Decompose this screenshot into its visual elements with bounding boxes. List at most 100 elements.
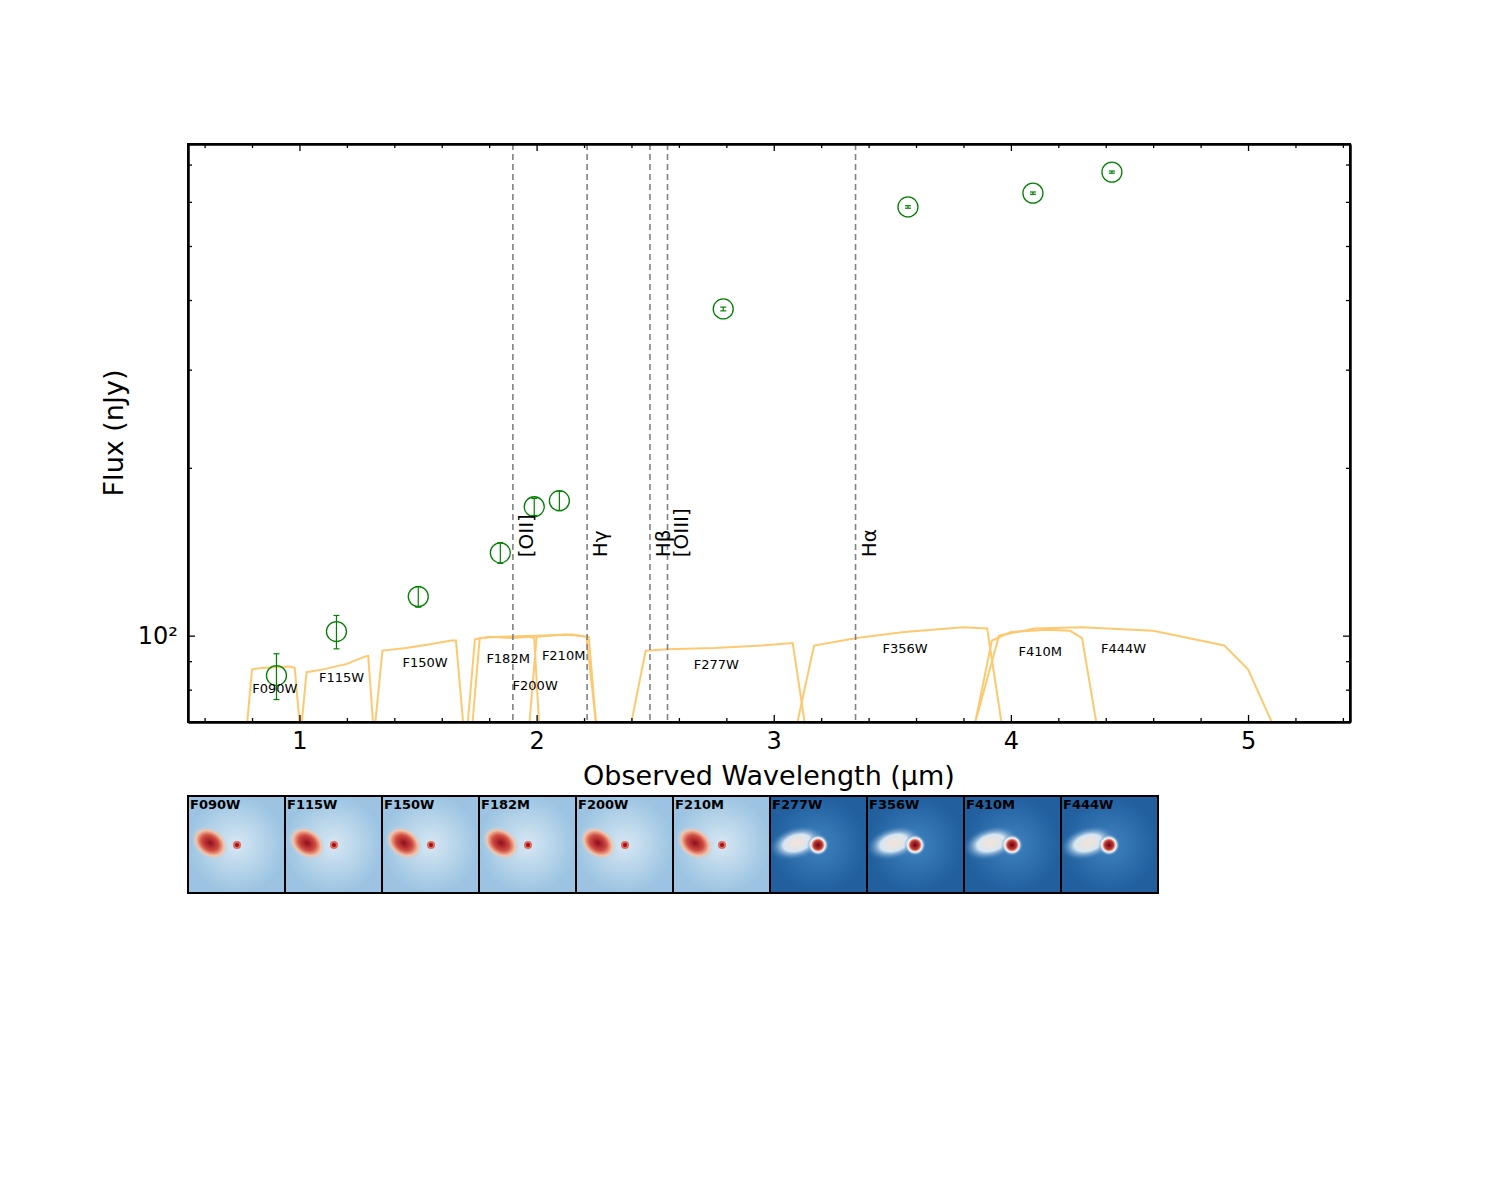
cutout-label: F200W [578,797,628,812]
cutout: F277W [766,796,867,893]
chart-root: F090W F115W F150W F182M F200W F210M F277W F356W… [0,0,1500,1200]
error-bar [336,615,337,648]
filter-label: F356W [883,641,928,656]
filter-label: F410M [1019,644,1063,659]
line-label: Hα [857,529,881,557]
error-bar [418,587,419,608]
extended-source [670,819,720,867]
tick-label: 2 [529,727,544,755]
filter-curve [797,627,1001,722]
tick-mark [536,715,537,722]
y-axis: 10² [138,145,195,723]
data-point-group [524,497,544,517]
data-point [713,299,733,319]
cutout-label: F182M [481,797,530,812]
error-cap [1030,194,1036,195]
data-point [898,197,918,217]
cutout: F210M [670,796,770,893]
extended-source [766,820,828,865]
compact-source-core [332,843,336,847]
extended-source [282,819,332,867]
plot-frame [188,144,1350,722]
error-cap [1109,173,1115,174]
tick-mark [1248,715,1249,722]
emission-line [586,144,588,722]
cutout-frame [770,796,867,893]
filter-label: F090W [252,681,297,696]
compact-source [621,841,629,849]
tick-mark [299,715,300,722]
data-point-group [1023,183,1043,203]
data-point-group [1102,162,1122,182]
data-point [490,543,510,563]
compact-source [718,841,726,849]
filter-label: F444W [1101,641,1146,656]
error-cap [531,498,537,499]
compact-source-core [235,843,239,847]
filter-label: F210M [542,648,586,663]
error-bar [559,491,560,510]
cutout-label: F150W [384,797,434,812]
error-cap [1030,191,1036,192]
cutout: F090W [185,796,285,893]
compact-source [904,834,926,856]
data-point [1023,183,1043,203]
cutout-label: F210M [675,797,724,812]
cutout: F444W [1057,796,1158,893]
data-point-group [713,299,733,319]
data-point [524,497,544,517]
cutout-frame [1061,796,1158,893]
plot-area [247,144,1271,722]
cutout: F115W [282,796,382,893]
emission-line [512,144,514,722]
filter-curve [473,634,596,722]
extended-source [379,819,429,867]
emission-line [855,144,857,722]
error-cap [720,310,726,311]
y-axis-title: Flux (nJy) [98,370,129,497]
cutout: F150W [379,796,479,893]
compact-source [427,841,435,849]
compact-source-core [429,843,433,847]
error-cap [905,208,911,209]
cutout-frame [673,796,770,893]
compact-source [524,841,532,849]
emission-line [649,144,651,722]
filter-label: F150W [403,655,448,670]
cutout: F200W [573,796,673,893]
error-cap [273,653,279,654]
filter-curve [975,627,1271,722]
extended-source [476,819,526,867]
compact-source [1098,834,1120,856]
filter-label: F182M [486,651,530,666]
filter-label: F115W [319,670,364,685]
filter-curve [975,630,1096,722]
data-point-group [549,491,569,511]
tick-label: 3 [767,727,782,755]
cutout-frame [382,796,479,893]
cutout-frame [479,796,576,893]
cutout-frame [964,796,1061,893]
tick-label: 1 [292,727,307,755]
cutout-frame [188,796,285,893]
tick-mark [1011,715,1012,722]
compact-source-core [623,843,627,847]
cutout-label: F115W [287,797,337,812]
cutout-label: F410M [966,797,1015,812]
line-label: [OII] [514,514,538,557]
error-cap [333,648,339,649]
line-label: [OIII] [669,508,693,557]
data-point [1102,162,1122,182]
data-point [408,587,428,607]
extended-source [185,819,235,867]
data-point-group [326,615,346,648]
tick-label: 10² [138,622,178,650]
emission-line [667,144,669,722]
compact-source-core [720,843,724,847]
tick: 10² [138,622,195,650]
error-bar [500,543,501,564]
data-point-group [408,587,428,608]
tick-label: 4 [1004,727,1019,755]
line-label: Hγ [588,530,612,557]
cutout-label: F090W [190,797,240,812]
